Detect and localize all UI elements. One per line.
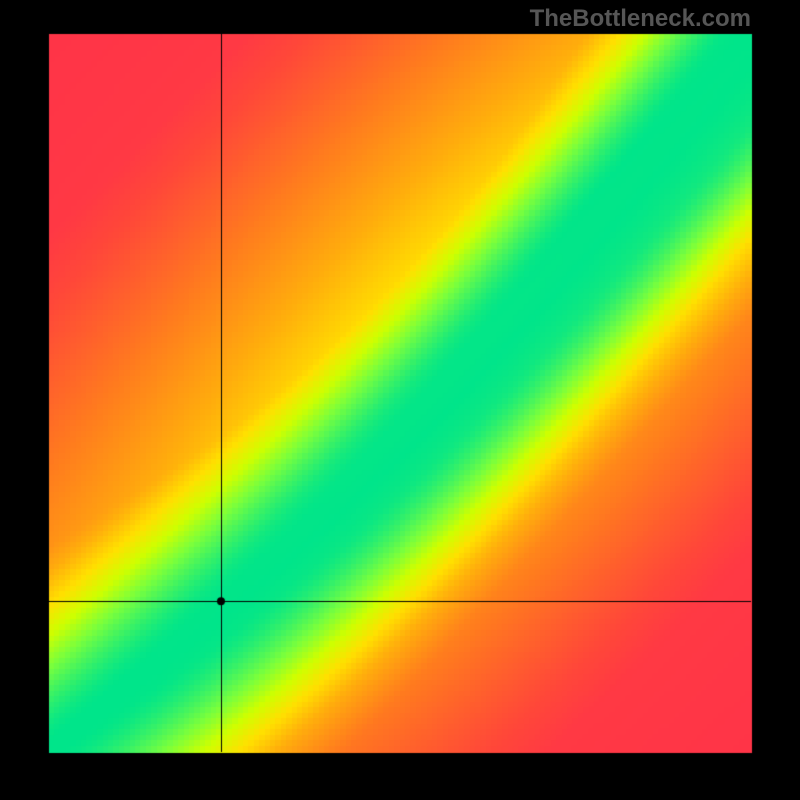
bottleneck-heatmap — [0, 0, 800, 800]
watermark-text: TheBottleneck.com — [530, 5, 751, 33]
